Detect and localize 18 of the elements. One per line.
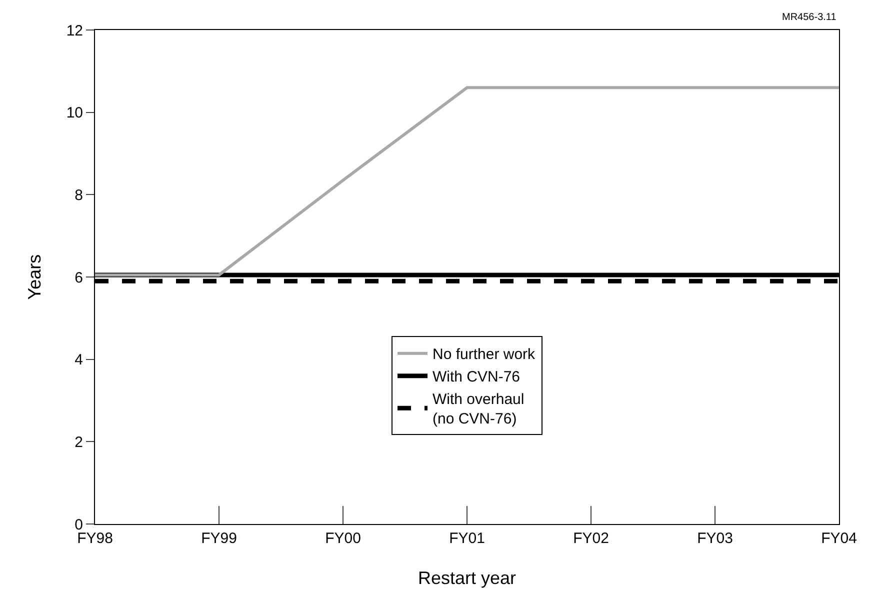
x-tick-label: FY02 bbox=[573, 530, 609, 547]
legend-label: No further work bbox=[432, 346, 536, 364]
y-axis-title: Years bbox=[24, 254, 45, 300]
y-tick-label: 8 bbox=[74, 186, 83, 204]
y-tick-label: 4 bbox=[74, 352, 83, 369]
y-tick-label: 10 bbox=[66, 104, 83, 122]
y-tick-label: 12 bbox=[66, 22, 83, 40]
text: MR456-3.11 bbox=[782, 12, 837, 23]
x-tick-label: FY03 bbox=[697, 530, 733, 547]
legend-label: With CVN-76 bbox=[432, 368, 520, 386]
legend-label: With overhaul (no CVN-76) bbox=[432, 391, 524, 428]
x-tick-label: FY01 bbox=[449, 530, 485, 547]
x-axis-title: Restart year bbox=[418, 568, 516, 588]
x-tick-label: FY04 bbox=[821, 530, 857, 547]
y-tick-label: 6 bbox=[74, 269, 83, 286]
x-tick-label: FY99 bbox=[201, 530, 237, 547]
x-tick-label: FY00 bbox=[325, 530, 361, 547]
y-tick-label: 2 bbox=[74, 434, 83, 451]
